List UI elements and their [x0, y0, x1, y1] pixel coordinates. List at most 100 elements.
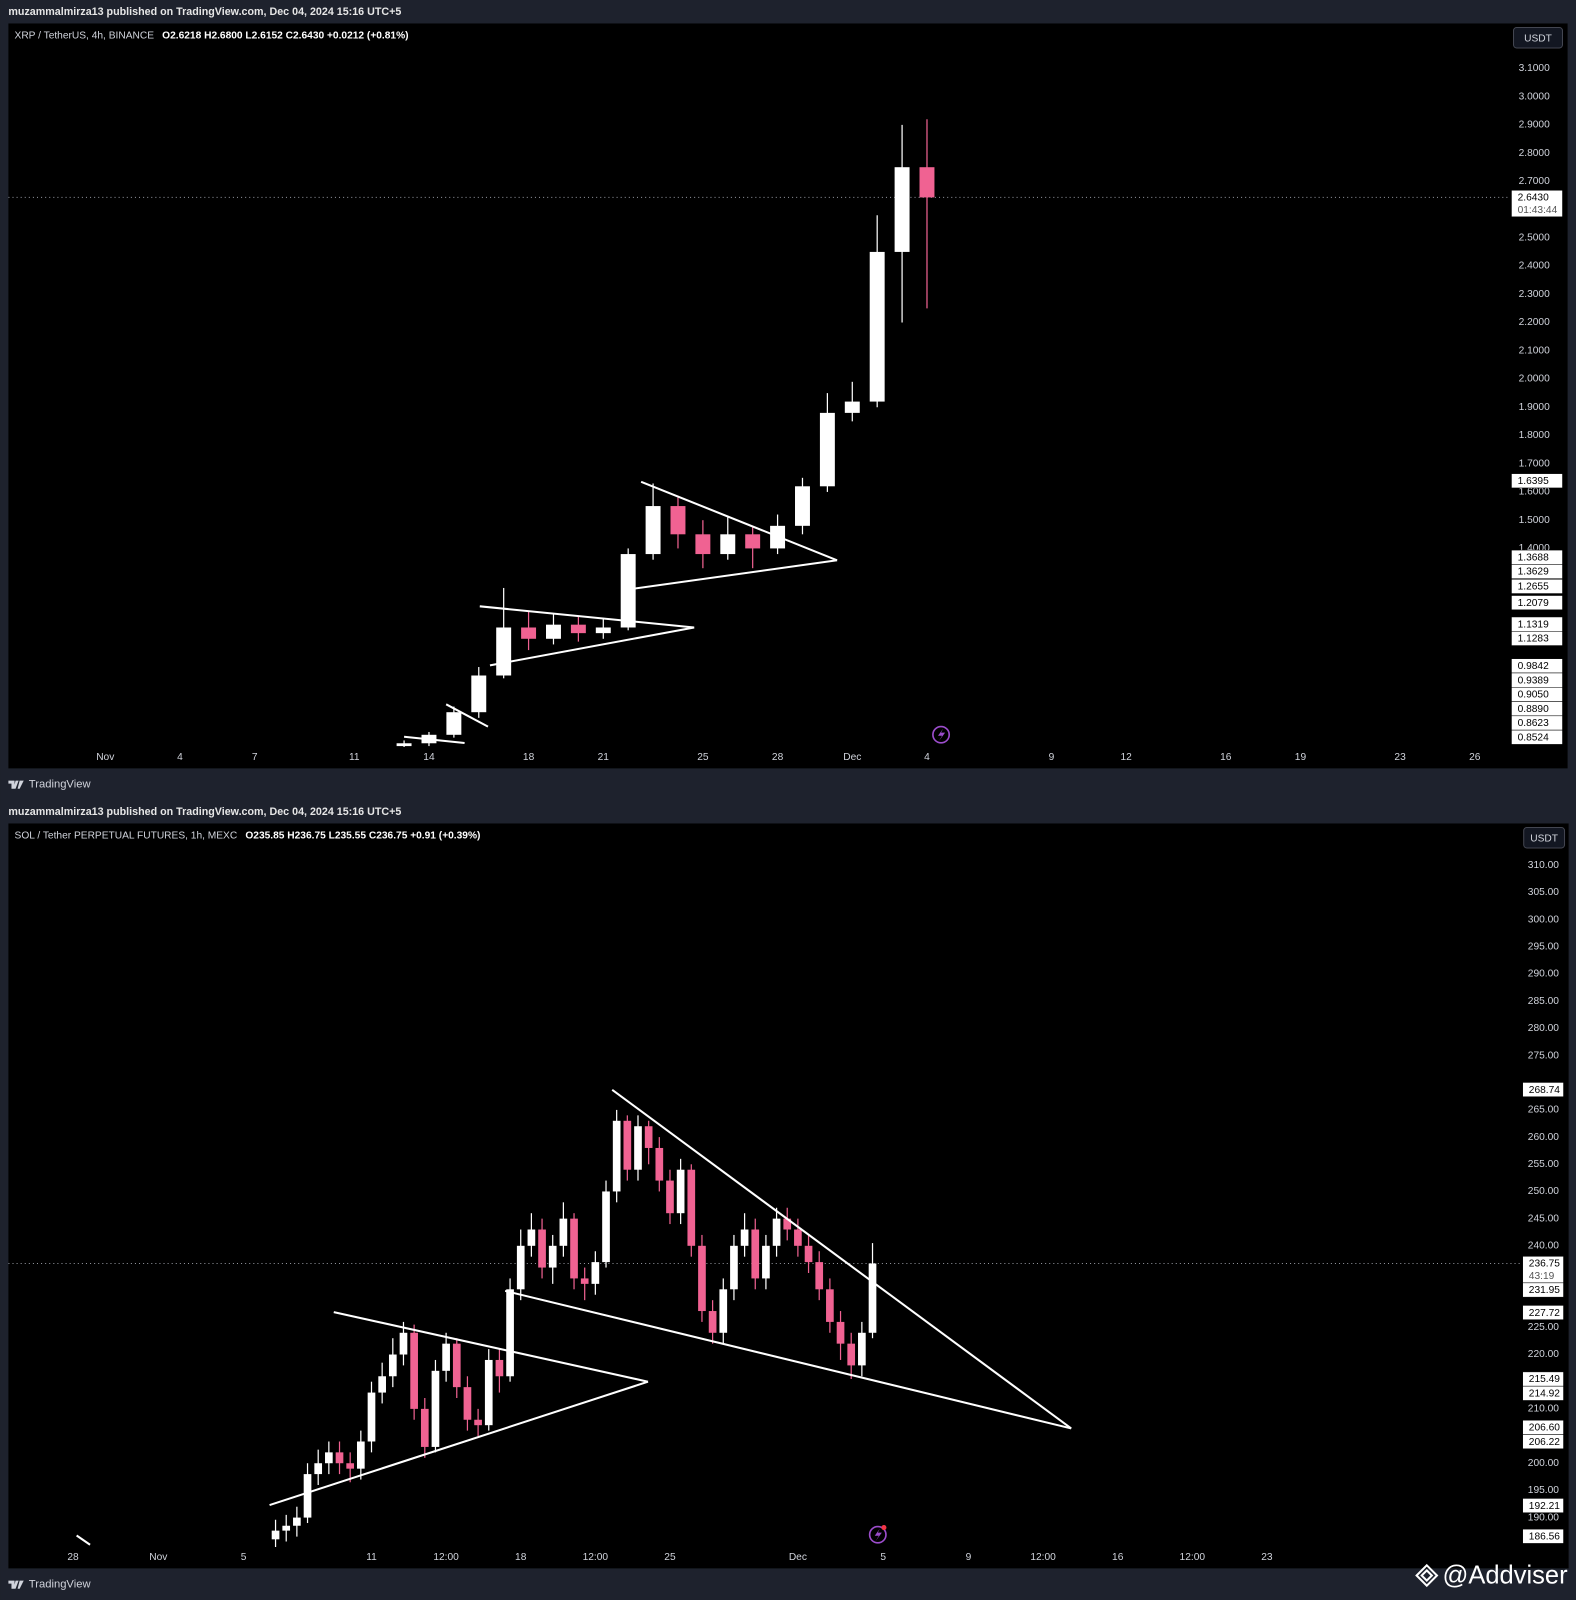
price-tag-label: 1.3688: [1518, 552, 1549, 563]
candle-body: [546, 624, 561, 639]
candle-body: [471, 675, 487, 713]
x-tick-label: 16: [1112, 1552, 1124, 1563]
candle-body: [826, 1289, 834, 1322]
x-tick-label: 12:00: [1180, 1552, 1206, 1563]
price-tag: [1522, 1305, 1564, 1320]
trendline: [632, 559, 838, 590]
candle-body: [602, 1191, 610, 1263]
candle-body: [325, 1452, 333, 1464]
x-tick-label: 5: [880, 1552, 886, 1563]
ohlc-legend: O2.6218 H2.6800 L2.6152 C2.6430 +0.0212 …: [162, 30, 408, 41]
alert-icon: [868, 1525, 887, 1544]
candle-body: [346, 1463, 355, 1469]
candle-body: [314, 1463, 323, 1475]
candle-body: [335, 1452, 344, 1464]
y-tick-label: 290.00: [1528, 969, 1559, 980]
x-tick-label: 7: [252, 752, 258, 763]
y-tick-label: 200.00: [1528, 1458, 1559, 1469]
candle-body: [919, 167, 935, 198]
y-tick-label: 225.00: [1528, 1322, 1559, 1333]
candle-body: [794, 1229, 802, 1246]
candle-body: [293, 1517, 301, 1526]
candle-body: [420, 1408, 429, 1447]
price-tag-label: 236.75: [1529, 1259, 1560, 1270]
price-tag-label: 0.9842: [1518, 661, 1549, 672]
y-tick-label: 2.2000: [1519, 317, 1550, 328]
candle-body: [894, 167, 910, 252]
candle-body: [282, 1525, 291, 1531]
candle-body: [484, 1359, 493, 1426]
candle-body: [740, 1229, 749, 1246]
candle-body: [655, 1147, 664, 1181]
trendline: [76, 1534, 91, 1546]
published-header: muzammalmirza13 published on TradingView…: [8, 806, 401, 818]
candle-body: [858, 1332, 866, 1366]
candle-body: [496, 627, 512, 676]
ohlc-legend: O235.85 H236.75 L235.55 C236.75 +0.91 (+…: [245, 830, 480, 841]
x-tick-label: 25: [697, 752, 709, 763]
price-tag-label: 268.74: [1529, 1085, 1560, 1096]
candle-body: [591, 1262, 600, 1284]
price-tag: [1511, 631, 1563, 646]
y-tick-label: 240.00: [1528, 1240, 1559, 1251]
x-tick-label: 14: [423, 752, 435, 763]
y-tick-label: 3.1000: [1519, 63, 1550, 74]
candle-body: [762, 1245, 770, 1279]
candle-body: [570, 624, 586, 634]
y-tick-label: 310.00: [1528, 860, 1559, 871]
price-tag: [1522, 1498, 1564, 1513]
x-tick-label: 12:00: [1030, 1552, 1056, 1563]
candle-body: [751, 1229, 760, 1279]
candle-body: [719, 1289, 728, 1333]
candle-body: [795, 486, 810, 526]
candle-body: [819, 412, 835, 487]
price-tag-label: 214.92: [1529, 1389, 1560, 1400]
x-tick-label: 9: [966, 1552, 972, 1563]
price-tag: [1511, 473, 1563, 489]
candle-body: [815, 1262, 824, 1290]
price-tag-label: 231.95: [1529, 1285, 1560, 1296]
panel: [8, 23, 1568, 769]
x-tick-label: 5: [241, 1552, 247, 1563]
price-tag-label: 186.56: [1529, 1531, 1560, 1542]
symbol-title: SOL / Tether PERPETUAL FUTURES, 1h, MEXC: [15, 830, 238, 841]
x-tick-label: 16: [1220, 752, 1232, 763]
x-tick-label: 25: [664, 1552, 676, 1563]
x-tick-label: 23: [1394, 752, 1406, 763]
candle-body: [452, 1343, 461, 1388]
candle-body: [548, 1245, 557, 1268]
candle-body: [745, 534, 761, 549]
y-tick-label: 2.4000: [1519, 261, 1550, 272]
candle-body: [521, 627, 537, 639]
price-tag-label: 215.49: [1529, 1374, 1560, 1385]
candle-body: [687, 1169, 696, 1246]
price-tag-label: 1.2079: [1518, 598, 1549, 609]
x-tick-label: 4: [924, 752, 930, 763]
x-tick-label: 12:00: [433, 1552, 459, 1563]
y-tick-label: 3.0000: [1519, 91, 1550, 102]
price-tag: [1522, 1385, 1564, 1401]
candle-body: [844, 401, 860, 413]
candle-body: [836, 1321, 845, 1344]
y-tick-label: 210.00: [1528, 1404, 1559, 1415]
y-tick-label: 1.4000: [1519, 543, 1550, 554]
price-tag-label: 1.2655: [1518, 582, 1549, 593]
trendline: [333, 1311, 649, 1383]
countdown: 43:19: [1529, 1271, 1555, 1282]
y-tick-label: 2.7000: [1519, 176, 1550, 187]
price-tag-label: 1.6395: [1518, 476, 1549, 487]
watermark: @Addviser: [1442, 1561, 1568, 1589]
price-tag-label: 0.8524: [1518, 732, 1549, 743]
candle-body: [620, 554, 636, 628]
candle-body: [474, 1419, 482, 1426]
candle-body: [730, 1245, 738, 1290]
brand-name: TradingView: [29, 779, 92, 791]
candle-body: [772, 1218, 781, 1246]
candle-body: [559, 1218, 568, 1246]
symbol-title: XRP / TetherUS, 4h, BINANCE: [15, 30, 155, 41]
candle-body: [463, 1387, 472, 1420]
candle-body: [644, 1126, 653, 1148]
x-tick-label: Nov: [149, 1552, 168, 1563]
currency-button: [1513, 27, 1563, 49]
